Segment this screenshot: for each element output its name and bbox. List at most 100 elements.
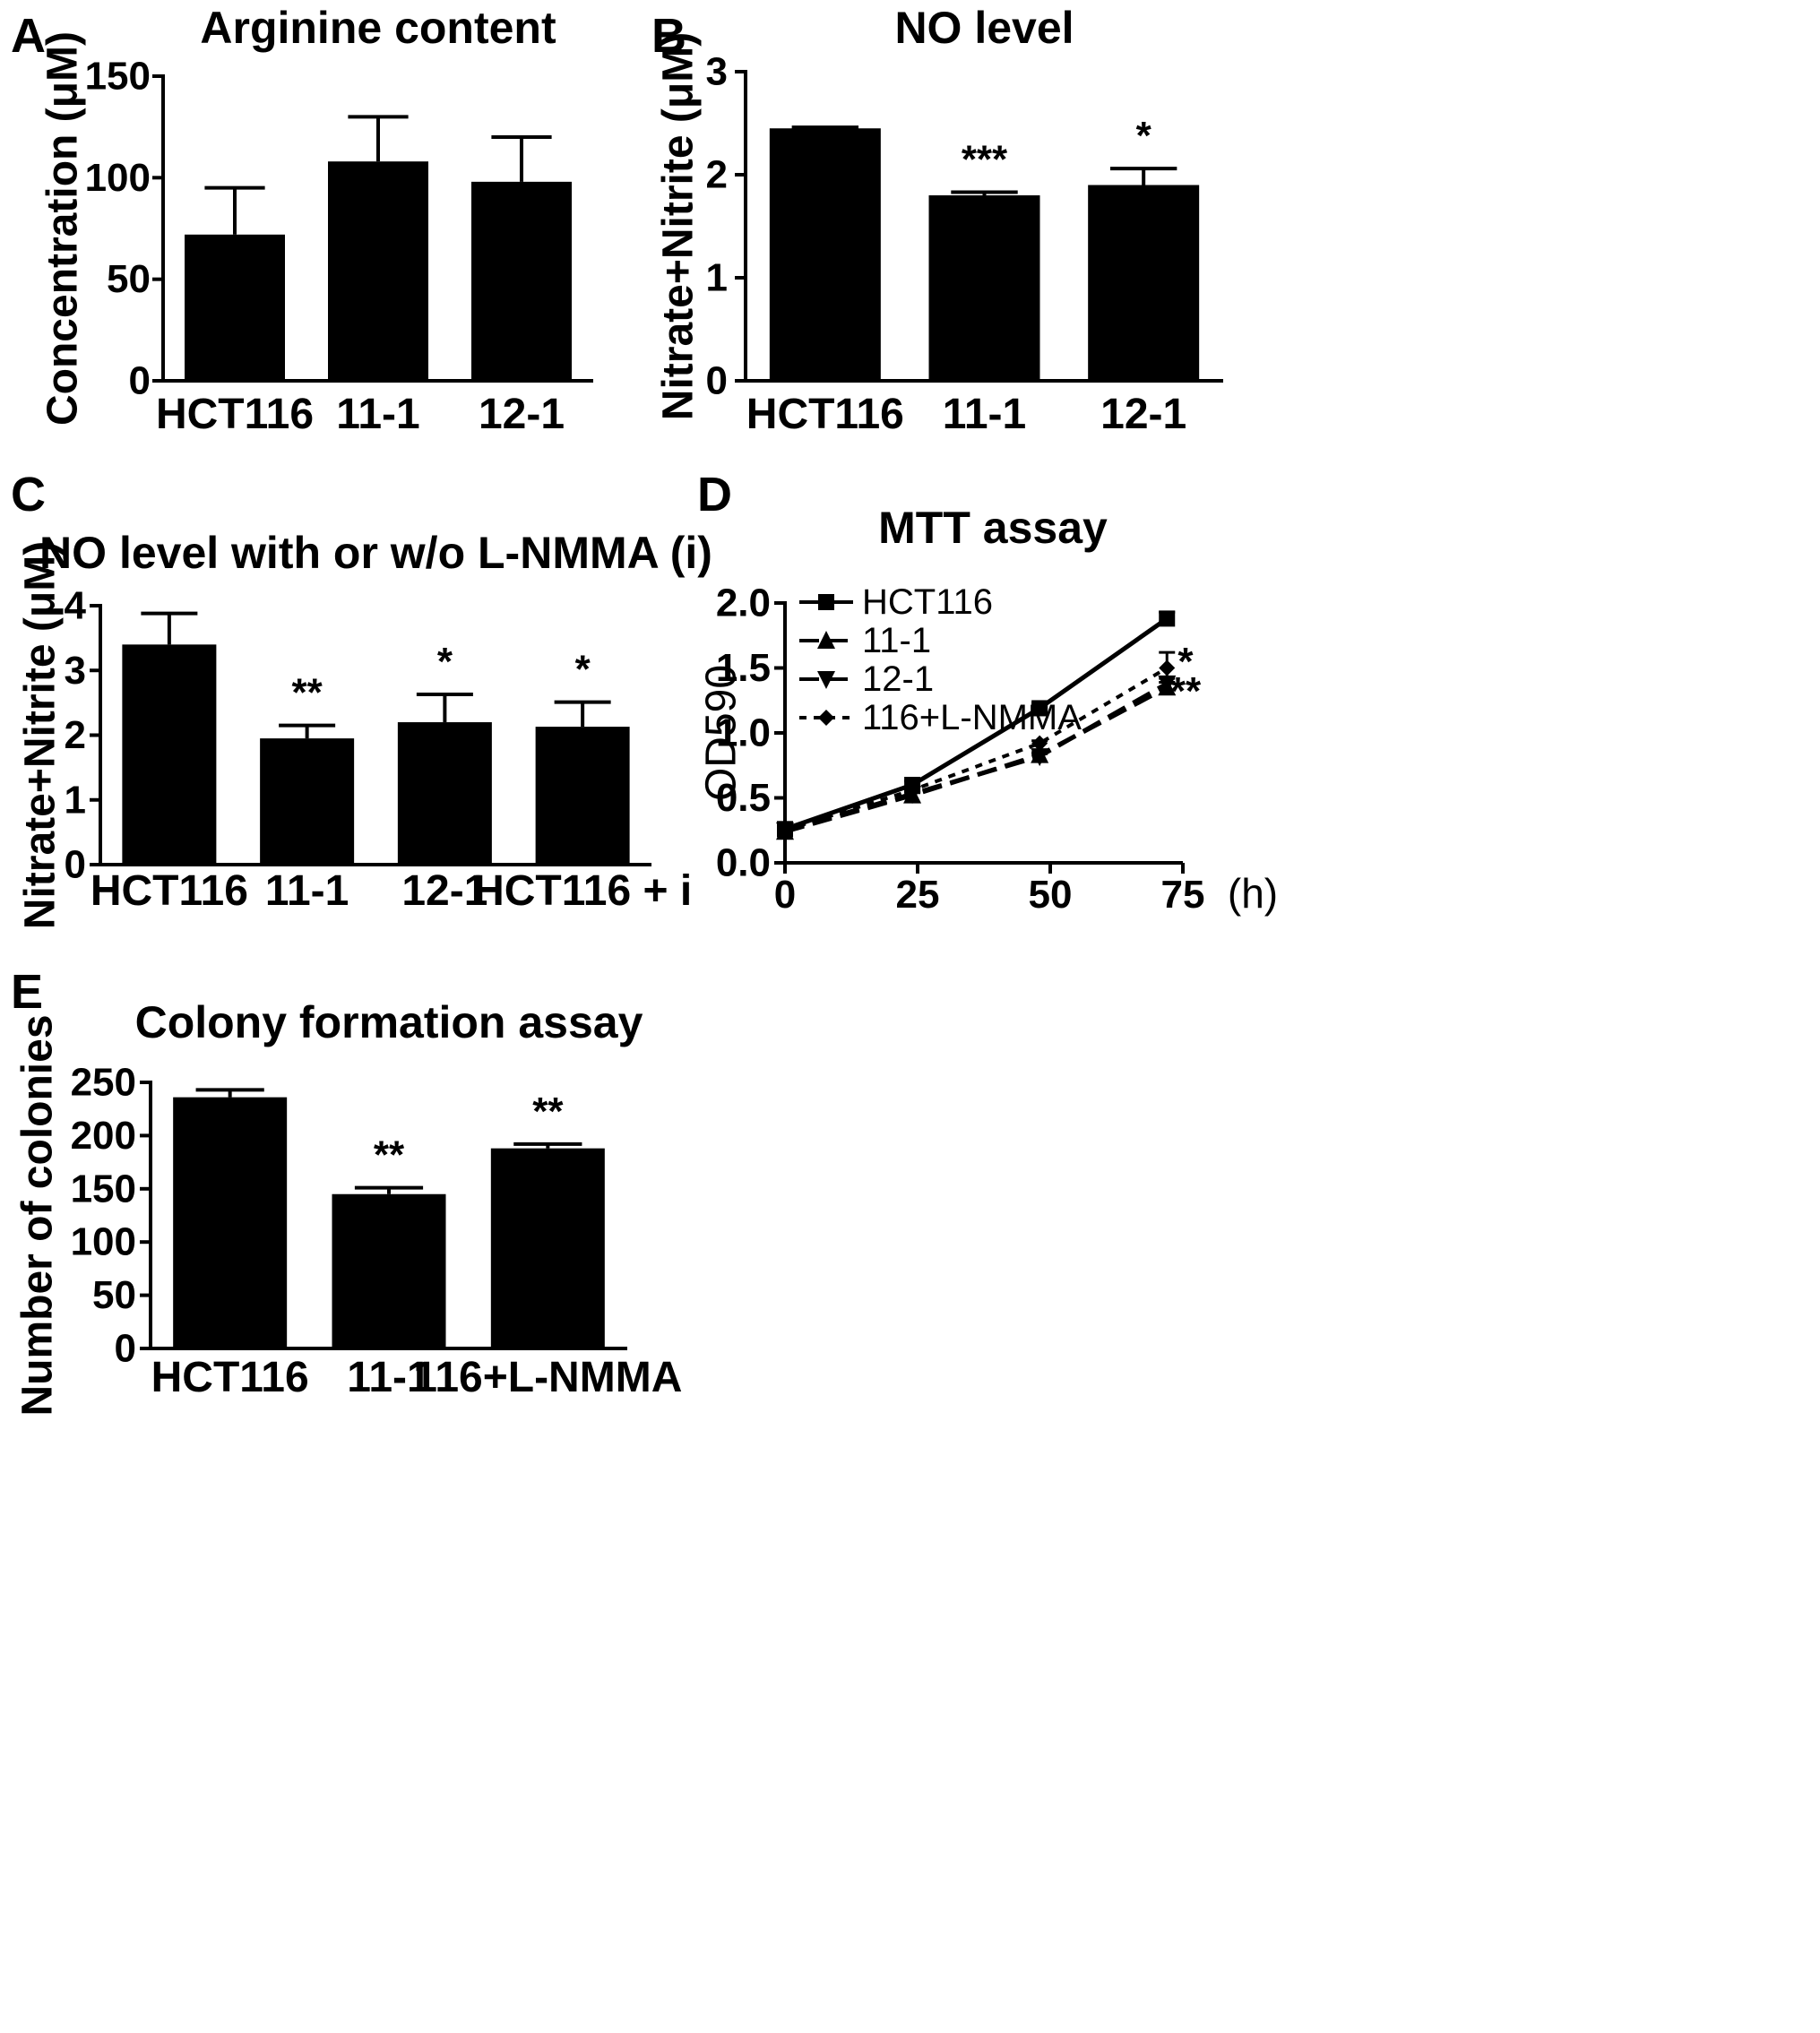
legend-label: 116+L-NMMA [862, 698, 1082, 737]
series-line [784, 681, 1169, 833]
chart-title: NO level [894, 3, 1074, 53]
x-category-label: HCT116 [91, 867, 248, 915]
panel-e: E Colony formation assay Number of colonie… [11, 965, 682, 1417]
bar [769, 128, 881, 381]
x-tick-label: 75 [1161, 873, 1205, 917]
x-tick-label: 50 [1029, 873, 1073, 917]
bar [490, 1148, 605, 1348]
y-tick-label: 4 [65, 584, 87, 628]
x-tick-label: 0 [774, 873, 796, 917]
marker-triangle-down [1031, 748, 1049, 767]
y-tick-label: 100 [71, 1220, 136, 1264]
bar [328, 161, 428, 381]
x-tick-label: 25 [896, 873, 940, 917]
significance-mark: * [1136, 114, 1152, 158]
chart-title: Arginine content [200, 3, 556, 53]
x-category-label: 12-1 [1100, 391, 1186, 438]
x-unit-label: (h) [1228, 870, 1278, 917]
chart-title: MTT assay [878, 503, 1108, 553]
y-tick-label: 0 [129, 359, 151, 403]
significance-mark: ** [1170, 669, 1202, 713]
y-tick-label: 1.0 [716, 711, 771, 755]
significance-mark: *** [962, 138, 1008, 182]
y-tick-label: 2 [65, 713, 86, 757]
chart-title: NO level with or w/o L-NMMA (i) [39, 528, 712, 578]
y-tick-label: 1 [706, 256, 728, 300]
significance-mark: ** [532, 1090, 564, 1133]
marker-diamond [777, 822, 793, 839]
y-tick-label: 200 [71, 1114, 136, 1158]
y-tick-label: 3 [65, 649, 86, 693]
marker-square [1159, 610, 1176, 627]
y-tick-label: 0.5 [716, 776, 771, 820]
y-tick-label: 1 [65, 778, 86, 822]
y-tick-label: 250 [71, 1061, 136, 1105]
panel-letter: E [11, 965, 43, 1019]
y-tick-label: 50 [92, 1273, 136, 1317]
x-category-label: 116+L-NMMA [413, 1354, 682, 1401]
y-axis-label: Concentration (μM) [39, 31, 87, 426]
x-category-label: 11-1 [265, 867, 349, 915]
marker-triangle-down [817, 671, 835, 689]
significance-mark: * [1177, 640, 1194, 684]
bar [332, 1193, 446, 1348]
x-category-label: HCT116 + i [473, 867, 692, 915]
y-tick-label: 150 [71, 1167, 136, 1210]
y-tick-label: 1.5 [716, 646, 771, 690]
y-axis-label: Nitrate+Nitrite (μM) [17, 541, 65, 929]
panel-letter: B [651, 9, 686, 63]
panel-a: A Arginine content Concentration (μM) 0 50 10… [11, 3, 593, 438]
bar [471, 181, 572, 381]
x-category-label: 11-1 [347, 1354, 430, 1401]
marker-diamond [818, 710, 834, 726]
marker-diamond [904, 781, 921, 798]
series-4: 116+L-NMMA [777, 650, 1176, 839]
marker-diamond [1031, 735, 1048, 752]
bar [928, 195, 1040, 381]
panel-c: C NO level with or w/o L-NMMA (i)Nitrate+… [11, 468, 712, 929]
x-category-label: 11-1 [336, 391, 419, 438]
legend-label: HCT116 [862, 582, 993, 622]
y-tick-label: 150 [85, 55, 151, 99]
significance-mark: ** [374, 1133, 405, 1177]
chart-title: Colony formation assay [135, 997, 643, 1047]
y-axis-label: Nitrate+Nitrite (μM) [655, 32, 703, 420]
y-axis-label: OD590 [698, 665, 746, 801]
panel-letter: D [697, 468, 732, 521]
panel-d: D MTT assay OD590 0.0 0.5 1.0 1.5 2.0 0 25 50 75 (h)… [697, 468, 1278, 917]
x-category-label: HCT116 [746, 391, 904, 438]
significance-mark: * [575, 648, 591, 692]
bar [535, 727, 630, 865]
y-tick-label: 0 [706, 359, 728, 403]
y-tick-label: 2.0 [716, 581, 771, 625]
x-category-label: 12-1 [401, 867, 487, 915]
x-category-label: 12-1 [479, 391, 565, 438]
series-line [784, 666, 1169, 832]
significance-mark: ** [292, 671, 323, 715]
y-tick-label: 50 [107, 257, 151, 301]
x-category-label: HCT116 [151, 1354, 309, 1401]
marker-triangle-up [817, 631, 835, 649]
legend-label: 12-1 [862, 659, 934, 699]
bar [397, 722, 492, 865]
y-tick-label: 0.0 [716, 841, 771, 885]
marker-square [1031, 700, 1048, 717]
series-line [784, 616, 1169, 831]
bar [122, 644, 217, 865]
y-tick-label: 100 [85, 156, 151, 200]
y-axis-label: Number of colonies [14, 1014, 62, 1416]
x-category-label: 11-1 [943, 391, 1026, 438]
marker-square [818, 594, 834, 610]
y-tick-label: 3 [706, 50, 728, 94]
bar [185, 234, 285, 381]
bar [1088, 185, 1200, 381]
y-tick-label: 0 [65, 843, 86, 887]
legend-label: 11-1 [862, 621, 931, 660]
marker-triangle-down [1158, 675, 1177, 693]
significance-mark: * [437, 640, 453, 684]
bar [260, 738, 355, 865]
y-tick-label: 0 [115, 1327, 136, 1371]
bar [173, 1097, 288, 1348]
x-category-label: HCT116 [156, 391, 314, 438]
